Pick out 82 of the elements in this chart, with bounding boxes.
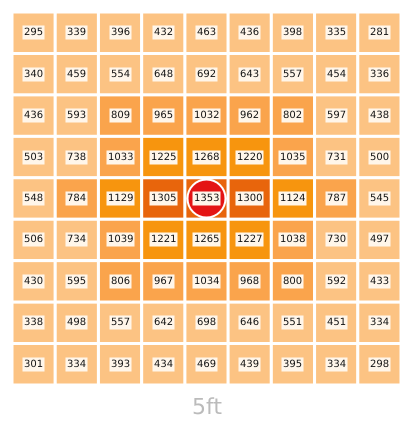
data-label: 642	[154, 317, 174, 328]
data-label: 334	[327, 359, 346, 370]
data-label: 1268	[194, 152, 220, 163]
data-label: 1129	[108, 193, 134, 204]
data-label: 738	[67, 152, 86, 163]
data-label: 1124	[280, 193, 306, 204]
data-label: 962	[240, 110, 260, 121]
data-label: 434	[154, 359, 174, 370]
data-label: 593	[67, 110, 86, 121]
data-label: 500	[370, 152, 390, 163]
data-label: 469	[197, 359, 216, 370]
data-label: 1265	[194, 234, 220, 245]
data-label: 438	[370, 110, 390, 121]
data-label: 551	[283, 317, 302, 328]
data-label: 787	[327, 193, 346, 204]
data-label: 393	[111, 359, 130, 370]
data-label: 965	[154, 110, 174, 121]
data-label: 806	[111, 276, 130, 287]
data-label: 554	[111, 69, 130, 80]
data-label: 809	[111, 110, 130, 121]
data-label: 1221	[151, 234, 176, 245]
data-label: 498	[67, 317, 86, 328]
data-label: 281	[370, 27, 390, 38]
data-label: 802	[283, 110, 302, 121]
data-label: 339	[67, 27, 86, 38]
data-label: 545	[370, 193, 390, 204]
data-label: 1035	[280, 152, 306, 163]
data-label: 338	[24, 317, 44, 328]
data-label: 334	[370, 317, 390, 328]
data-label: 395	[283, 359, 302, 370]
data-label: 730	[327, 234, 346, 245]
data-label: 1300	[237, 193, 262, 204]
data-label: 592	[327, 276, 346, 287]
data-label: 1220	[237, 152, 262, 163]
data-label: 1033	[108, 152, 134, 163]
data-label: 1039	[108, 234, 134, 245]
data-label: 398	[283, 27, 302, 38]
data-label: 734	[67, 234, 86, 245]
data-label: 459	[67, 69, 86, 80]
data-label: 1032	[194, 110, 220, 121]
data-label: 439	[240, 359, 260, 370]
data-label: 497	[370, 234, 390, 245]
data-label: 967	[154, 276, 174, 287]
data-label: 335	[327, 27, 346, 38]
data-label: 433	[370, 276, 390, 287]
data-label: 595	[67, 276, 86, 287]
data-label: 503	[24, 152, 44, 163]
data-label: 1038	[280, 234, 306, 245]
data-label: 648	[154, 69, 174, 80]
data-label: 295	[24, 27, 44, 38]
data-label: 731	[327, 152, 346, 163]
text: 5ft	[192, 395, 222, 420]
data-label: 454	[327, 69, 346, 80]
data-label: 396	[111, 27, 130, 38]
data-label: 506	[24, 234, 44, 245]
data-label: 597	[327, 110, 346, 121]
data-label: 301	[24, 359, 44, 370]
data-label: 436	[240, 27, 260, 38]
data-label: 698	[197, 317, 216, 328]
data-label: 548	[24, 193, 44, 204]
data-label: 436	[24, 110, 44, 121]
data-label: 557	[283, 69, 302, 80]
data-label: 1034	[194, 276, 220, 287]
data-label: 430	[24, 276, 44, 287]
data-label: 336	[370, 69, 390, 80]
data-label: 784	[67, 193, 86, 204]
data-label: 1225	[151, 152, 176, 163]
data-label: 340	[24, 69, 44, 80]
data-label: 692	[197, 69, 216, 80]
data-label: 643	[240, 69, 260, 80]
data-label: 557	[111, 317, 130, 328]
data-label: 451	[327, 317, 346, 328]
data-label: 334	[67, 359, 86, 370]
data-label: 968	[240, 276, 260, 287]
data-label: 1227	[237, 234, 262, 245]
data-label: 432	[154, 27, 174, 38]
data-label: 1353	[194, 193, 220, 204]
data-label: 463	[197, 27, 216, 38]
data-label: 298	[370, 359, 390, 370]
data-label: 800	[283, 276, 302, 287]
data-label: 646	[240, 317, 260, 328]
data-label: 1305	[151, 193, 176, 204]
